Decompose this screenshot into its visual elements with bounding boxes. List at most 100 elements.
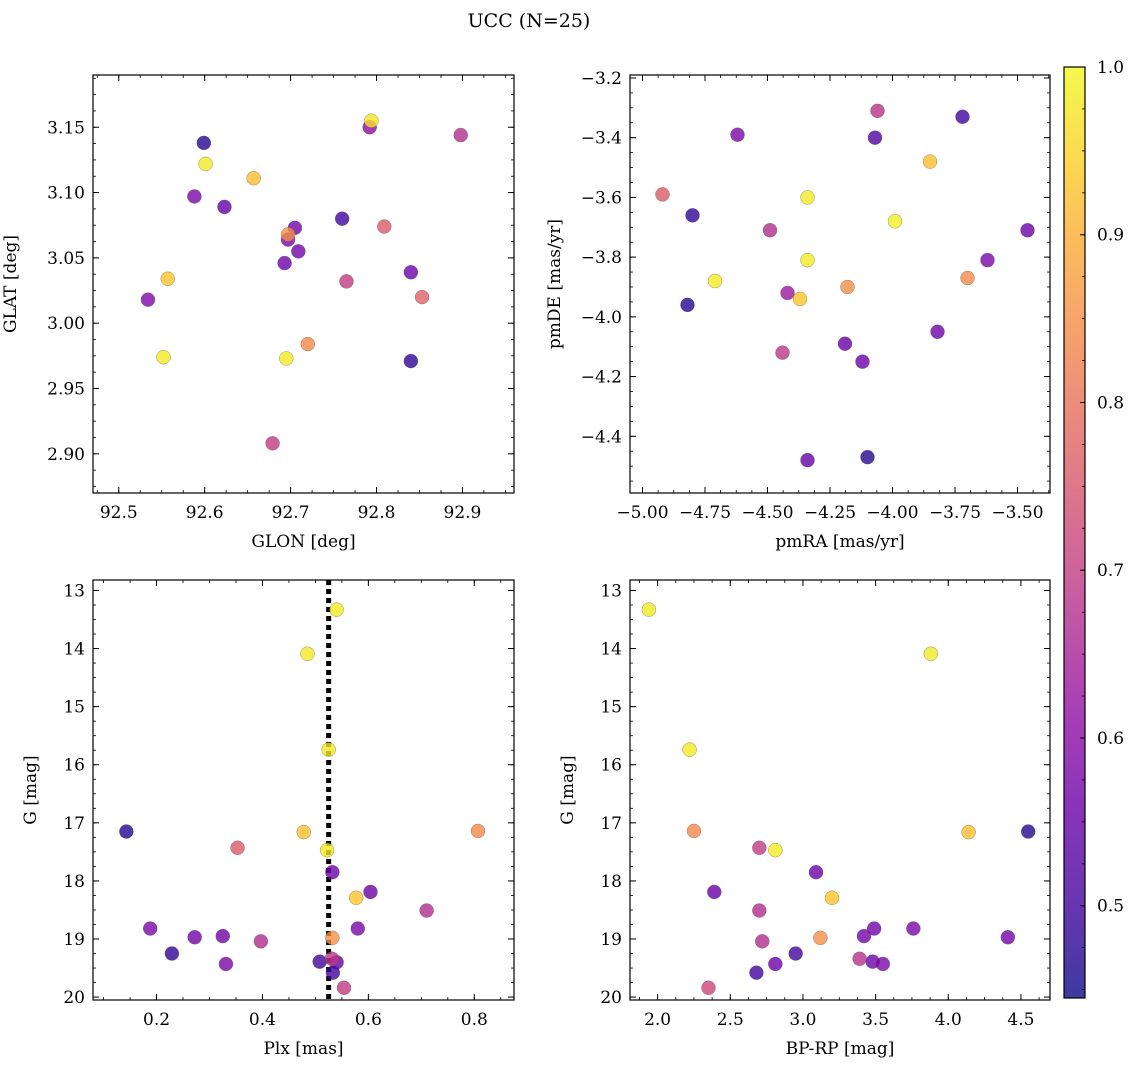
data-point xyxy=(300,336,316,352)
data-point xyxy=(164,946,180,961)
data-point xyxy=(707,273,723,289)
panel-3: 0.2 0.4 0.6 0.8 13 14 15 16 17 18 19 20 Plx [mas] G [… xyxy=(21,579,515,1059)
colorbar-gradient xyxy=(1064,67,1085,998)
data-point xyxy=(1000,930,1016,945)
x-axis-label: pmRA [mas/yr] xyxy=(775,532,904,552)
x-tick-label: 0.8 xyxy=(461,1010,488,1030)
x-axis-label: BP-RP [mag] xyxy=(786,1039,895,1059)
x-tick-label: 3.5 xyxy=(862,1010,889,1030)
y-tick-label: −4.0 xyxy=(581,308,622,328)
data-point xyxy=(655,187,670,202)
data-point xyxy=(377,219,392,234)
y-tick-label: −3.6 xyxy=(581,188,622,208)
data-point xyxy=(218,956,234,972)
panel-1: 92.5 92.6 92.7 92.8 92.9 2.90 2.95 3.00 3.05 3.10… xyxy=(1,74,515,552)
scatter-points xyxy=(641,602,1036,996)
data-point xyxy=(277,255,292,271)
data-point xyxy=(453,127,468,143)
y-tick-label: 15 xyxy=(63,698,85,718)
data-point xyxy=(348,890,364,906)
scatter-points xyxy=(119,602,486,996)
data-point xyxy=(187,189,202,204)
y-tick-label: −4.4 xyxy=(581,427,622,447)
data-point xyxy=(775,345,790,360)
y-axis-label: G [mag] xyxy=(21,755,41,824)
data-point xyxy=(279,351,294,366)
x-tick-label: 92.8 xyxy=(358,503,396,523)
data-point xyxy=(198,156,213,172)
data-point xyxy=(887,214,903,229)
y-tick-label: 3.00 xyxy=(47,314,85,334)
panel-4: 2.0 2.5 3.0 3.5 4.0 4.5 13 14 15 16 17 18 19 20 BP-RP … xyxy=(558,579,1051,1059)
data-point xyxy=(319,842,335,858)
x-tick-label: 92.7 xyxy=(272,503,310,523)
data-point xyxy=(339,274,354,289)
ticks xyxy=(93,580,514,1000)
data-point xyxy=(855,354,870,369)
data-point xyxy=(930,324,945,340)
colorbar-tick-label: 0.7 xyxy=(1097,561,1124,581)
colorbar-tick-label: 0.8 xyxy=(1097,393,1124,413)
y-axis-label: pmDE [mas/yr] xyxy=(545,219,565,349)
data-point xyxy=(246,170,261,186)
x-tick-label: 4.0 xyxy=(935,1010,962,1030)
data-point xyxy=(350,921,366,936)
y-tick-label: 3.05 xyxy=(47,249,85,269)
data-point xyxy=(707,884,722,900)
y-axis-label: GLAT [deg] xyxy=(1,235,21,333)
axes-frame xyxy=(629,579,1051,1001)
data-point xyxy=(960,270,975,286)
scatter-points xyxy=(655,103,1035,468)
y-tick-label: 17 xyxy=(600,814,622,834)
figure-title: UCC (N=25) xyxy=(468,10,591,32)
x-tick-label: −3.75 xyxy=(929,503,981,523)
x-tick-label: 2.0 xyxy=(644,1010,671,1030)
x-tick-label: 92.5 xyxy=(100,503,138,523)
data-point xyxy=(961,824,976,840)
data-point xyxy=(768,842,783,858)
data-point xyxy=(701,980,716,996)
y-tick-label: 13 xyxy=(63,581,85,601)
y-tick-label: 3.15 xyxy=(47,118,85,138)
data-point xyxy=(856,928,872,944)
data-point xyxy=(140,292,156,307)
data-point xyxy=(334,211,350,226)
data-point xyxy=(749,965,764,980)
data-point xyxy=(364,113,379,128)
data-point xyxy=(363,884,378,900)
y-tick-label: 14 xyxy=(600,640,622,660)
y-axis-label: G [mag] xyxy=(558,755,578,824)
ticks xyxy=(93,75,514,493)
y-tick-label: 15 xyxy=(600,698,622,718)
x-tick-label: −4.50 xyxy=(741,503,793,523)
data-point xyxy=(792,291,808,307)
data-point xyxy=(119,824,134,839)
data-point xyxy=(641,602,657,617)
x-tick-label: 4.5 xyxy=(1007,1010,1034,1030)
data-point xyxy=(419,903,434,918)
data-point xyxy=(160,271,175,287)
data-point xyxy=(852,951,867,967)
data-point xyxy=(762,223,778,238)
x-tick-label: 3.0 xyxy=(789,1010,816,1030)
colorbar: 0.5 0.6 0.7 0.8 0.9 1.0 xyxy=(1063,58,1124,999)
x-tick-label: 0.2 xyxy=(143,1010,170,1030)
data-point xyxy=(265,436,280,451)
data-point xyxy=(680,297,695,313)
x-tick-label: 92.6 xyxy=(186,503,224,523)
data-point xyxy=(866,921,882,936)
panels: 92.5 92.6 92.7 92.8 92.9 2.90 2.95 3.00 3.05 3.10… xyxy=(1,69,1051,1059)
data-point xyxy=(860,449,875,465)
data-point xyxy=(324,951,340,967)
data-point xyxy=(403,264,419,280)
y-tick-label: 16 xyxy=(600,756,622,776)
y-tick-label: 17 xyxy=(63,814,85,834)
x-tick-label: 92.9 xyxy=(444,503,482,523)
data-point xyxy=(196,135,212,151)
data-point xyxy=(768,956,783,972)
data-point xyxy=(754,934,770,949)
y-tick-label: 20 xyxy=(600,988,622,1008)
x-tick-label: 0.4 xyxy=(249,1010,276,1030)
y-tick-label: −3.2 xyxy=(581,69,622,89)
